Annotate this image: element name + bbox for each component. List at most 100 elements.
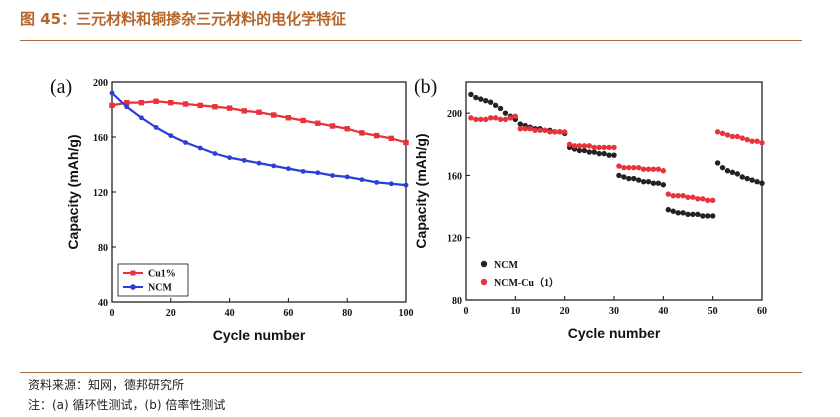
- chart2-series-1-point: [616, 172, 622, 179]
- chart2-legend-marker-2: [480, 278, 488, 286]
- chart1-y-tick-label: 120: [93, 188, 108, 199]
- chart2-series-1-point: [581, 147, 588, 154]
- chart2-series-2-point: [695, 196, 701, 202]
- chart2-series-2-point: [631, 164, 637, 171]
- chart1-x-tick-label: 0: [110, 308, 115, 319]
- chart1-y-tick-label: 160: [93, 133, 108, 144]
- chart2-x-tick-label: 10: [510, 306, 520, 317]
- chart2-series-2-point: [690, 194, 696, 200]
- chart1-series-2-point: [403, 182, 409, 188]
- chart2-series-1-point: [739, 174, 745, 180]
- chart2-series-1-point: [680, 210, 686, 216]
- chart2-series-2-point: [645, 166, 652, 172]
- chart1-series-2-point: [359, 177, 365, 183]
- chart2-series-1-point: [670, 208, 676, 214]
- chart1-series-1-point: [344, 126, 350, 132]
- chart2-series-2-point: [744, 136, 750, 143]
- chart2-series-1-point: [749, 177, 755, 183]
- chart2-series-2-point: [754, 138, 760, 144]
- chart1-legend-marker-1: [130, 270, 136, 276]
- chart2-legend-marker-1: [480, 260, 488, 268]
- chart1-series-1-point: [138, 99, 145, 106]
- chart1-series-1-point: [212, 104, 218, 110]
- chart1-series-1-point: [241, 108, 248, 114]
- chart2-series-2-point: [601, 144, 607, 151]
- chart1-series-1-point: [197, 102, 203, 109]
- chart2-series-1-point: [596, 150, 602, 157]
- chart2-series-2-point: [537, 127, 543, 133]
- chart2-series-1-point: [714, 160, 721, 166]
- chart2-series-1-point: [487, 99, 494, 105]
- chart2-series-2-point: [685, 194, 691, 200]
- chart1-series-2-point: [286, 166, 291, 172]
- chart2-panel-label: (b): [414, 76, 437, 98]
- chart2-series-2-point: [473, 116, 479, 123]
- chart2-series-1-point: [468, 91, 474, 98]
- chart2-series-2-point: [675, 192, 681, 199]
- chart1-x-tick-label: 20: [166, 308, 176, 319]
- chart2-series-2-point: [502, 116, 509, 123]
- chart2-series-1-point: [601, 150, 607, 157]
- chart2-series-1-point: [650, 180, 657, 186]
- chart2-series-1-point: [502, 110, 509, 116]
- chart2-legend-label-2: NCM-Cu（1）: [494, 276, 559, 289]
- chart2-x-tick-label: 50: [708, 306, 718, 317]
- chart1-series-1-point: [403, 139, 409, 146]
- chart2-series-2-point: [665, 191, 671, 197]
- chart2-series-1-point: [591, 149, 597, 155]
- chart2-series-2-point: [512, 113, 519, 119]
- chart2-series-2-point: [709, 197, 716, 204]
- chart2-series-2-point: [705, 197, 711, 204]
- chart1-series-1-point: [388, 135, 395, 142]
- chart2-series-2-point: [576, 143, 583, 149]
- chart1-x-tick-label: 80: [342, 308, 352, 319]
- chart2-series-2-point: [561, 129, 568, 135]
- chart2-series-2-point: [532, 127, 538, 133]
- chart2-y-tick-label: 160: [447, 171, 462, 182]
- chart2-series-1-point: [660, 182, 667, 188]
- chart2-series-2-point: [542, 127, 548, 133]
- chart1-series-1-point: [256, 109, 262, 115]
- chart2-series-2-point: [655, 166, 662, 172]
- chart1-series-1-point: [271, 112, 277, 118]
- chart2-series-2-point: [468, 115, 474, 121]
- chart1-series-2-point: [374, 179, 379, 185]
- chart1-series-1-point: [300, 117, 306, 124]
- chart2-series-1-point: [685, 211, 691, 218]
- chart2-series-1-point: [665, 206, 671, 213]
- chart1-series-2-point: [227, 155, 233, 161]
- chart2-series-1-point: [729, 169, 736, 176]
- chart2-series-1-point: [611, 152, 617, 158]
- chart2-series-1-point: [483, 97, 489, 104]
- chart2-series-2-point: [566, 141, 573, 147]
- chart1-series-1-point: [109, 102, 115, 109]
- chart2-series-1-point: [675, 210, 681, 216]
- chart2-x-tick-label: 30: [609, 306, 619, 317]
- chart2-series-2-point: [714, 129, 721, 135]
- chart2-series-1-point: [606, 152, 612, 158]
- caption-note: 注：(a) 循环性测试，(b) 倍率性测试: [28, 398, 226, 412]
- chart2-series-1-point: [586, 149, 593, 155]
- chart2-series-2-point: [729, 133, 736, 140]
- chart2-series-2-point: [640, 166, 647, 172]
- chart2-series-1-point: [700, 213, 706, 219]
- chart1-series-2-point: [139, 115, 144, 121]
- chart1-series-1-point: [153, 98, 159, 104]
- chart2-x-tick-label: 0: [464, 306, 469, 317]
- chart2-series-1-point: [705, 213, 711, 219]
- chart2-series-1-point: [695, 211, 701, 218]
- chart1-y-tick-label: 40: [98, 298, 108, 309]
- chart2-x-tick-label: 60: [757, 306, 767, 317]
- chart1-series-1-point: [285, 115, 292, 121]
- chart1-series-1-point: [315, 120, 321, 126]
- chart2-series-1-point: [497, 105, 504, 112]
- chart2-series-1-point: [744, 175, 750, 182]
- chart1-series-2-point: [241, 157, 247, 163]
- chart2-series-2-point: [596, 144, 602, 151]
- chart2-series-1-point: [517, 121, 523, 127]
- chart2-y-axis-label: Capacity (mAh/g): [413, 133, 429, 248]
- chart2-series-2-point: [507, 115, 514, 121]
- chart1-series-1-point: [373, 132, 380, 139]
- chart2-series-2-point: [547, 129, 553, 135]
